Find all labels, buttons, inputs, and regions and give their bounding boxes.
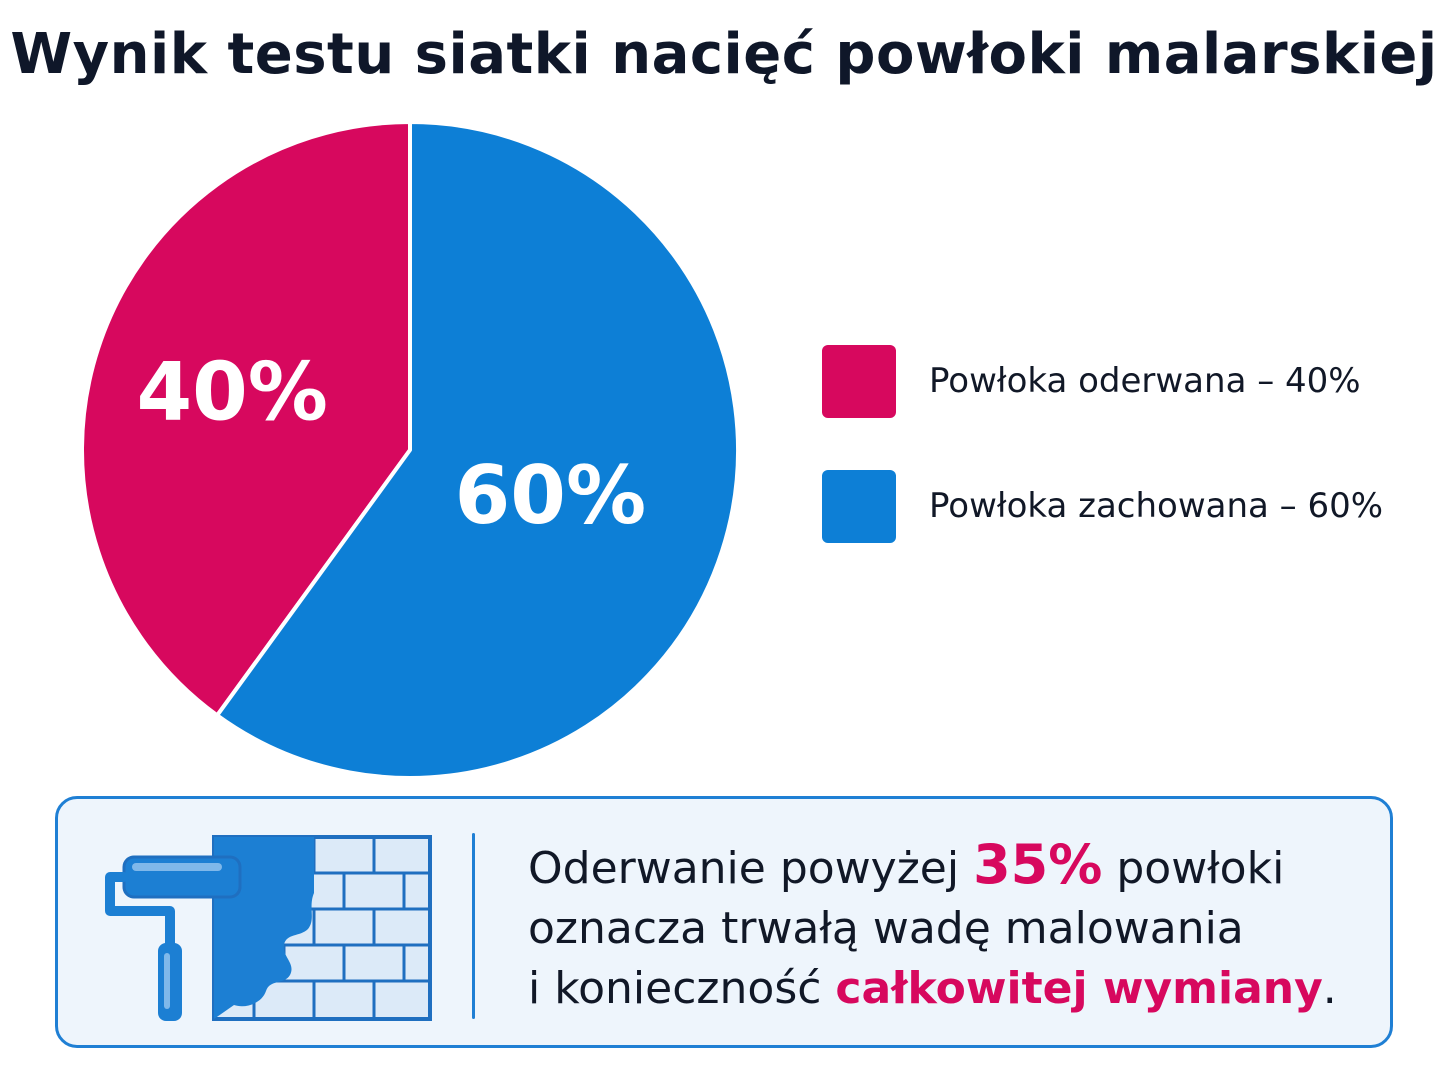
callout-line-3-start: i konieczność: [528, 963, 836, 1014]
callout-line-1-start: Oderwanie powyżej: [528, 843, 974, 894]
pie-chart: 40% 60%: [80, 120, 740, 780]
chart-title: Wynik testu siatki nacięć powłoki malars…: [10, 22, 1438, 87]
legend-item-detached: Powłoka oderwana – 40%: [822, 344, 1383, 418]
callout-divider: [472, 833, 475, 1019]
legend-swatch-retained: [822, 469, 896, 543]
legend-label-detached: Powłoka oderwana – 40%: [929, 361, 1361, 401]
pie-slice-retained: [215, 120, 740, 780]
slice-label-detached: 40%: [136, 346, 327, 439]
paint-roller-brick-wall-icon: [105, 835, 432, 1021]
legend-item-retained: Powłoka zachowana – 60%: [822, 469, 1383, 543]
slice-label-retained: 60%: [455, 449, 646, 542]
legend-swatch-detached: [822, 344, 896, 418]
callout-line-3: i konieczność całkowitej wymiany.: [528, 959, 1337, 1019]
callout-line-1: Oderwanie powyżej 35% powłoki: [528, 835, 1337, 899]
callout-line-1-end: powłoki: [1102, 843, 1285, 894]
callout-line-3-end: .: [1322, 963, 1337, 1014]
threshold-highlight: 35%: [973, 833, 1103, 896]
info-callout-box: Oderwanie powyżej 35% powłoki oznacza tr…: [55, 796, 1393, 1048]
legend-label-retained: Powłoka zachowana – 60%: [929, 486, 1384, 526]
callout-text: Oderwanie powyżej 35% powłoki oznacza tr…: [528, 835, 1337, 1019]
pie-slice-detached: [80, 120, 412, 718]
replacement-highlight: całkowitej wymiany: [835, 963, 1323, 1014]
callout-line-2: oznacza trwałą wadę malowania: [528, 903, 1244, 954]
legend: Powłoka oderwana – 40% Powłoka zachowana…: [822, 344, 1383, 594]
